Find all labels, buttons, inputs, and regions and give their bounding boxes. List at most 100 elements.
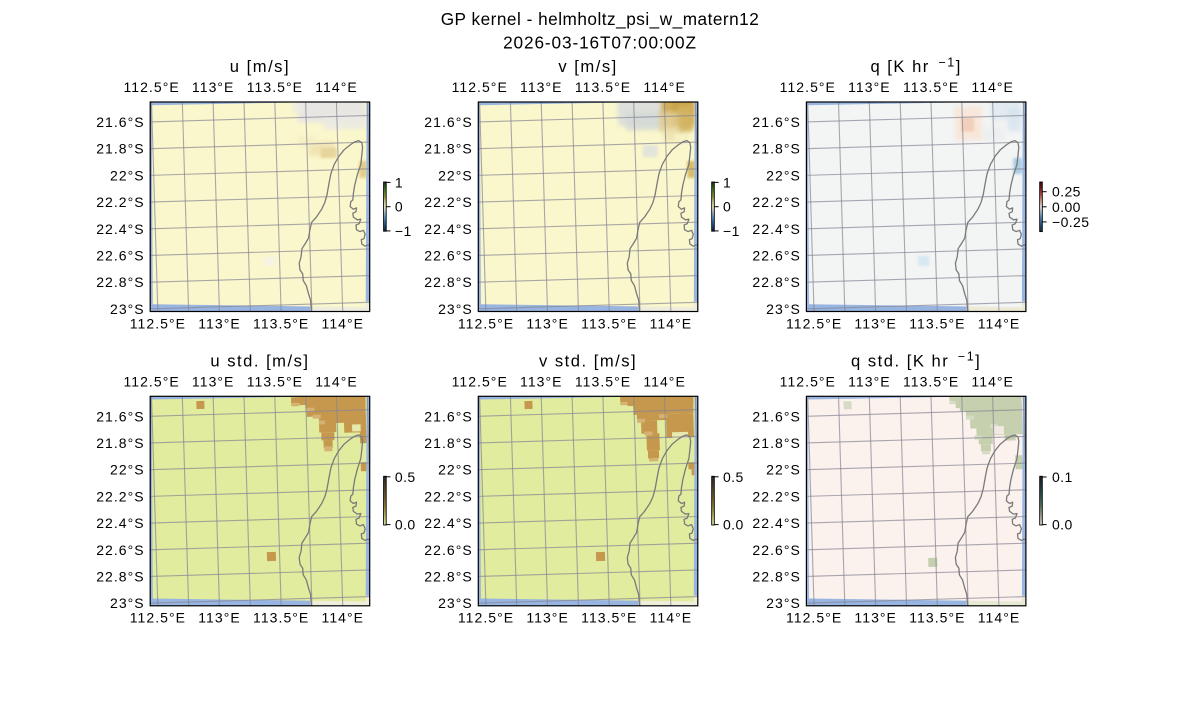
svg-text:v std. [m/s]: v std. [m/s] [539,352,637,371]
svg-text:112.5°E: 112.5°E [123,373,179,389]
svg-text:GP kernel - helmholtz_psi_w_ma: GP kernel - helmholtz_psi_w_matern12 [441,9,760,29]
svg-text:22.6°S: 22.6°S [96,542,145,558]
svg-text:113.5°E: 113.5°E [581,610,637,626]
svg-text:u std. [m/s]: u std. [m/s] [210,352,309,371]
svg-text:21.6°S: 21.6°S [96,114,145,130]
svg-text:21.6°S: 21.6°S [424,408,473,424]
svg-text:u [m/s]: u [m/s] [230,57,290,76]
svg-text:22°S: 22°S [766,462,801,478]
svg-text:113.5°E: 113.5°E [581,315,637,331]
svg-text:113°E: 113°E [526,315,569,331]
svg-text:113°E: 113°E [198,610,241,626]
svg-text:0.0: 0.0 [723,517,744,533]
svg-text:22.6°S: 22.6°S [752,248,801,264]
svg-text:112.5°E: 112.5°E [130,315,186,331]
svg-text:−1: −1 [723,223,740,239]
svg-text:114°E: 114°E [322,610,365,626]
svg-text:112.5°E: 112.5°E [786,315,842,331]
svg-text:112.5°E: 112.5°E [786,610,842,626]
svg-text:114°E: 114°E [971,373,1014,389]
svg-text:113.5°E: 113.5°E [909,315,965,331]
svg-text:22.4°S: 22.4°S [752,515,801,531]
svg-text:22.2°S: 22.2°S [424,194,473,210]
svg-text:0.25: 0.25 [1052,184,1081,200]
svg-text:−0.25: −0.25 [1052,214,1089,230]
svg-text:114°E: 114°E [315,373,358,389]
svg-text:0.0: 0.0 [1052,517,1073,533]
svg-text:21.8°S: 21.8°S [752,141,801,157]
svg-text:113°E: 113°E [848,79,891,95]
svg-text:113.5°E: 113.5°E [247,79,303,95]
svg-text:22.4°S: 22.4°S [424,221,473,237]
svg-text:113.5°E: 113.5°E [575,79,631,95]
svg-text:23°S: 23°S [438,301,473,317]
svg-text:0.5: 0.5 [395,469,416,485]
svg-text:21.6°S: 21.6°S [752,408,801,424]
svg-text:0.00: 0.00 [1052,199,1081,215]
svg-text:22.2°S: 22.2°S [96,488,145,504]
svg-text:22.4°S: 22.4°S [752,221,801,237]
svg-text:113°E: 113°E [192,373,235,389]
svg-text:112.5°E: 112.5°E [123,79,179,95]
svg-text:113.5°E: 113.5°E [253,610,309,626]
svg-text:1: 1 [395,174,403,190]
svg-text:113.5°E: 113.5°E [253,315,309,331]
svg-text:2026-03-16T07:00:00Z: 2026-03-16T07:00:00Z [503,33,697,53]
svg-text:22.6°S: 22.6°S [96,248,145,264]
svg-text:112.5°E: 112.5°E [780,373,836,389]
svg-text:113°E: 113°E [854,315,897,331]
svg-text:21.8°S: 21.8°S [424,435,473,451]
svg-text:21.6°S: 21.6°S [96,408,145,424]
svg-text:114°E: 114°E [650,315,693,331]
svg-text:112.5°E: 112.5°E [780,79,836,95]
svg-text:113.5°E: 113.5°E [909,610,965,626]
svg-text:21.8°S: 21.8°S [424,141,473,157]
svg-text:22.8°S: 22.8°S [424,569,473,585]
svg-text:0.0: 0.0 [395,517,416,533]
svg-text:v [m/s]: v [m/s] [558,57,617,76]
svg-text:22.4°S: 22.4°S [96,515,145,531]
svg-text:113.5°E: 113.5°E [247,373,303,389]
svg-text:113°E: 113°E [520,79,563,95]
svg-text:22.2°S: 22.2°S [96,194,145,210]
svg-text:22.8°S: 22.8°S [424,274,473,290]
svg-text:−1: −1 [395,223,412,239]
svg-text:21.6°S: 21.6°S [424,114,473,130]
svg-text:22°S: 22°S [438,462,473,478]
svg-text:21.8°S: 21.8°S [752,435,801,451]
svg-text:21.8°S: 21.8°S [96,435,145,451]
svg-text:22.2°S: 22.2°S [752,194,801,210]
svg-text:113.5°E: 113.5°E [903,79,959,95]
svg-text:112.5°E: 112.5°E [130,610,186,626]
svg-text:0.5: 0.5 [723,469,744,485]
svg-text:22.6°S: 22.6°S [752,542,801,558]
svg-text:114°E: 114°E [978,315,1021,331]
svg-text:112.5°E: 112.5°E [452,79,508,95]
svg-text:22.6°S: 22.6°S [424,248,473,264]
svg-text:113°E: 113°E [848,373,891,389]
svg-text:0.1: 0.1 [1052,469,1073,485]
svg-text:112.5°E: 112.5°E [458,315,514,331]
svg-text:22.4°S: 22.4°S [424,515,473,531]
svg-text:113.5°E: 113.5°E [575,373,631,389]
svg-text:23°S: 23°S [766,595,801,611]
svg-text:113°E: 113°E [520,373,563,389]
svg-text:22.6°S: 22.6°S [424,542,473,558]
svg-text:23°S: 23°S [438,595,473,611]
svg-text:0: 0 [395,199,403,215]
svg-text:112.5°E: 112.5°E [452,373,508,389]
svg-text:114°E: 114°E [978,610,1021,626]
svg-text:114°E: 114°E [971,79,1014,95]
svg-text:113°E: 113°E [192,79,235,95]
svg-text:22.2°S: 22.2°S [424,488,473,504]
svg-text:22.2°S: 22.2°S [752,488,801,504]
svg-text:23°S: 23°S [110,301,145,317]
svg-text:114°E: 114°E [643,373,686,389]
svg-text:113°E: 113°E [526,610,569,626]
svg-text:113.5°E: 113.5°E [903,373,959,389]
svg-text:114°E: 114°E [322,315,365,331]
svg-text:22.8°S: 22.8°S [752,274,801,290]
svg-text:114°E: 114°E [315,79,358,95]
svg-text:22°S: 22°S [110,462,145,478]
svg-text:113°E: 113°E [854,610,897,626]
